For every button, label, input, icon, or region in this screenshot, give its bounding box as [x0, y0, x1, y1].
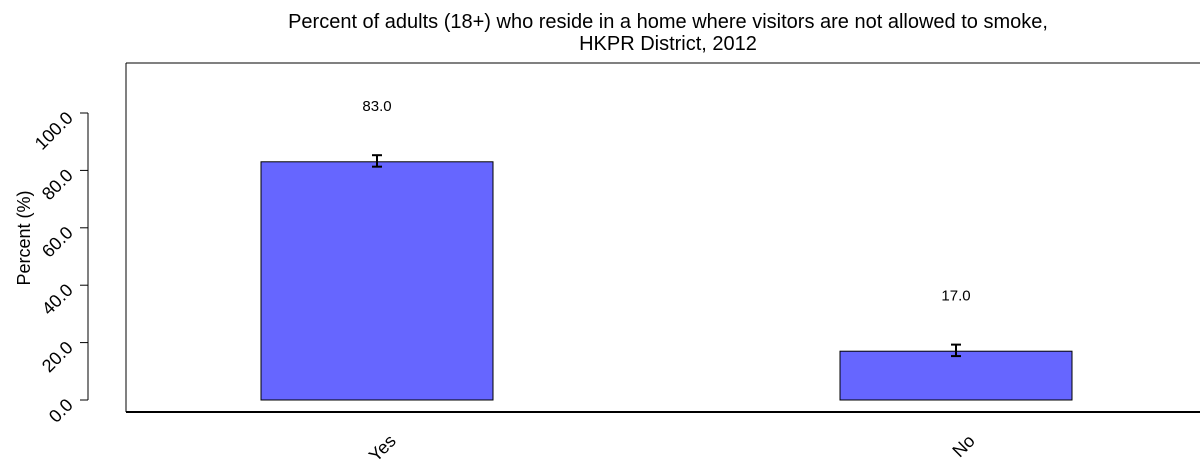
x-tick-label: No: [948, 431, 978, 461]
y-tick-label: 100.0: [31, 108, 77, 154]
x-axis: Yes No: [365, 431, 979, 466]
y-tick-label: 80.0: [38, 165, 77, 204]
bars: 83.0 17.0: [260, 98, 1073, 401]
bar-no: [839, 350, 1073, 401]
plot-frame: [125, 62, 1200, 413]
data-label: 83.0: [362, 98, 391, 115]
y-axis: 0.0 20.0 40.0 60.0 80.0 100.0: [31, 108, 89, 427]
y-tick-label: 20.0: [38, 337, 77, 376]
y-tick-label: 40.0: [38, 280, 77, 319]
data-label: 17.0: [941, 288, 970, 305]
bar-yes: [260, 161, 494, 401]
y-axis-label: Percent (%): [14, 190, 34, 285]
chart-subtitle: HKPR District, 2012: [579, 33, 757, 55]
y-tick-label: 60.0: [38, 222, 77, 261]
chart-title: Percent of adults (18+) who reside in a …: [288, 11, 1048, 33]
y-tick-label: 0.0: [45, 395, 77, 427]
x-tick-label: Yes: [365, 431, 400, 466]
